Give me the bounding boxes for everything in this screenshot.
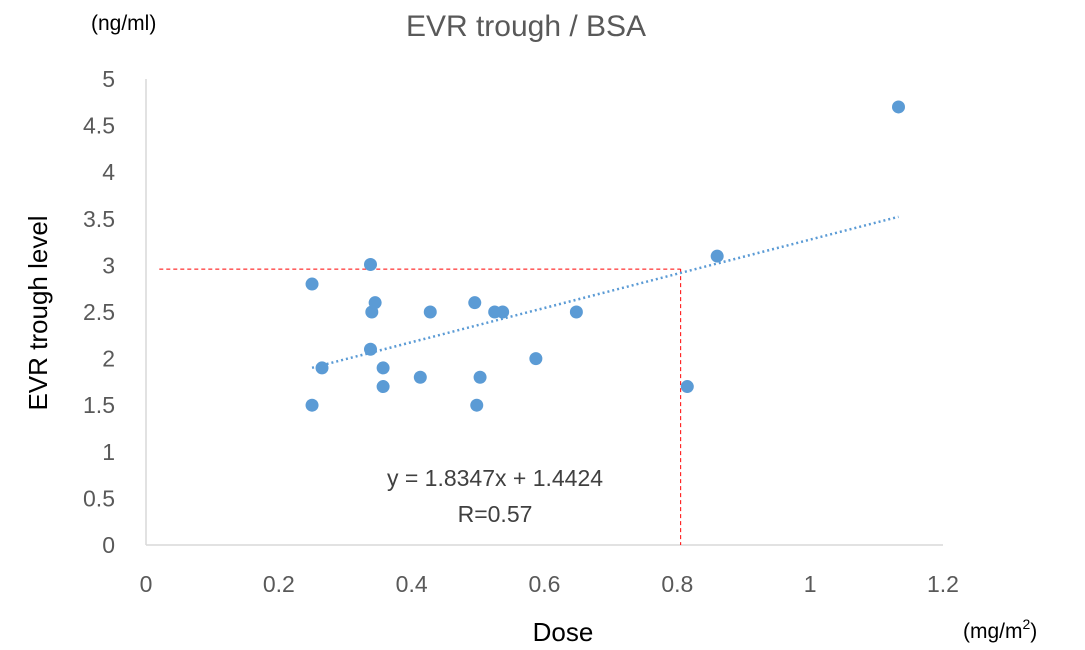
data-point [710, 249, 724, 263]
data-point [496, 305, 510, 319]
data-point [376, 361, 390, 375]
y-tick-label: 0.5 [83, 485, 115, 511]
y-tick-label: 2 [102, 346, 115, 372]
trendline-layer [311, 215, 899, 370]
x-unit-label: (mg/m2) [963, 616, 1037, 643]
data-point [468, 296, 482, 310]
data-point [529, 352, 543, 366]
data-point [305, 277, 319, 291]
y-unit-label: (ng/ml) [91, 12, 156, 35]
data-point [423, 305, 437, 319]
trendline [311, 215, 899, 370]
data-point [470, 398, 484, 412]
y-tick-label: 2.5 [83, 299, 115, 325]
data-point [376, 380, 390, 394]
y-tick-label: 4.5 [83, 113, 115, 139]
y-tick-label: 1 [102, 439, 115, 465]
correlation-label: R=0.57 [458, 501, 533, 527]
y-tick-label: 3.5 [83, 206, 115, 232]
x-tick-label: 0.2 [263, 571, 295, 597]
x-axis-label: Dose [533, 617, 594, 647]
y-tick-label: 3 [102, 252, 115, 278]
data-point [680, 380, 694, 394]
data-point [363, 257, 377, 271]
x-unit-label-close: ) [1030, 620, 1037, 643]
y-tick-label: 5 [102, 66, 115, 92]
y-tick-label: 4 [102, 159, 115, 185]
x-tick-label: 0.8 [661, 571, 693, 597]
x-tick-label: 0.6 [529, 571, 561, 597]
x-tick-label: 1.2 [927, 571, 959, 597]
data-point [569, 305, 583, 319]
x-unit-superscript: 2 [1023, 616, 1031, 632]
data-point [305, 398, 319, 412]
data-point [368, 296, 382, 310]
chart-title: EVR trough / BSA [406, 10, 646, 43]
y-axis-label: EVR trough level [23, 215, 53, 410]
x-tick-label: 1 [804, 571, 817, 597]
data-point [315, 361, 329, 375]
data-point [473, 370, 487, 384]
trendline-equation: y = 1.8347x + 1.4424 [387, 465, 603, 491]
x-tick-label: 0 [140, 571, 153, 597]
tick-labels: 0 0.5 1 1.5 2 2.5 3 3.5 4 4.5 5 0 0.2 0.4 0.6 0.8 1 1.2 [83, 66, 959, 597]
data-point [413, 370, 427, 384]
data-point [363, 342, 377, 356]
x-unit-label-main: (mg/m [963, 620, 1023, 643]
data-points [305, 100, 906, 412]
y-tick-label: 1.5 [83, 392, 115, 418]
axes [145, 79, 943, 546]
x-tick-label: 0.4 [396, 571, 428, 597]
data-point [892, 100, 906, 114]
reference-lines [159, 268, 682, 545]
y-tick-label: 0 [102, 532, 115, 558]
